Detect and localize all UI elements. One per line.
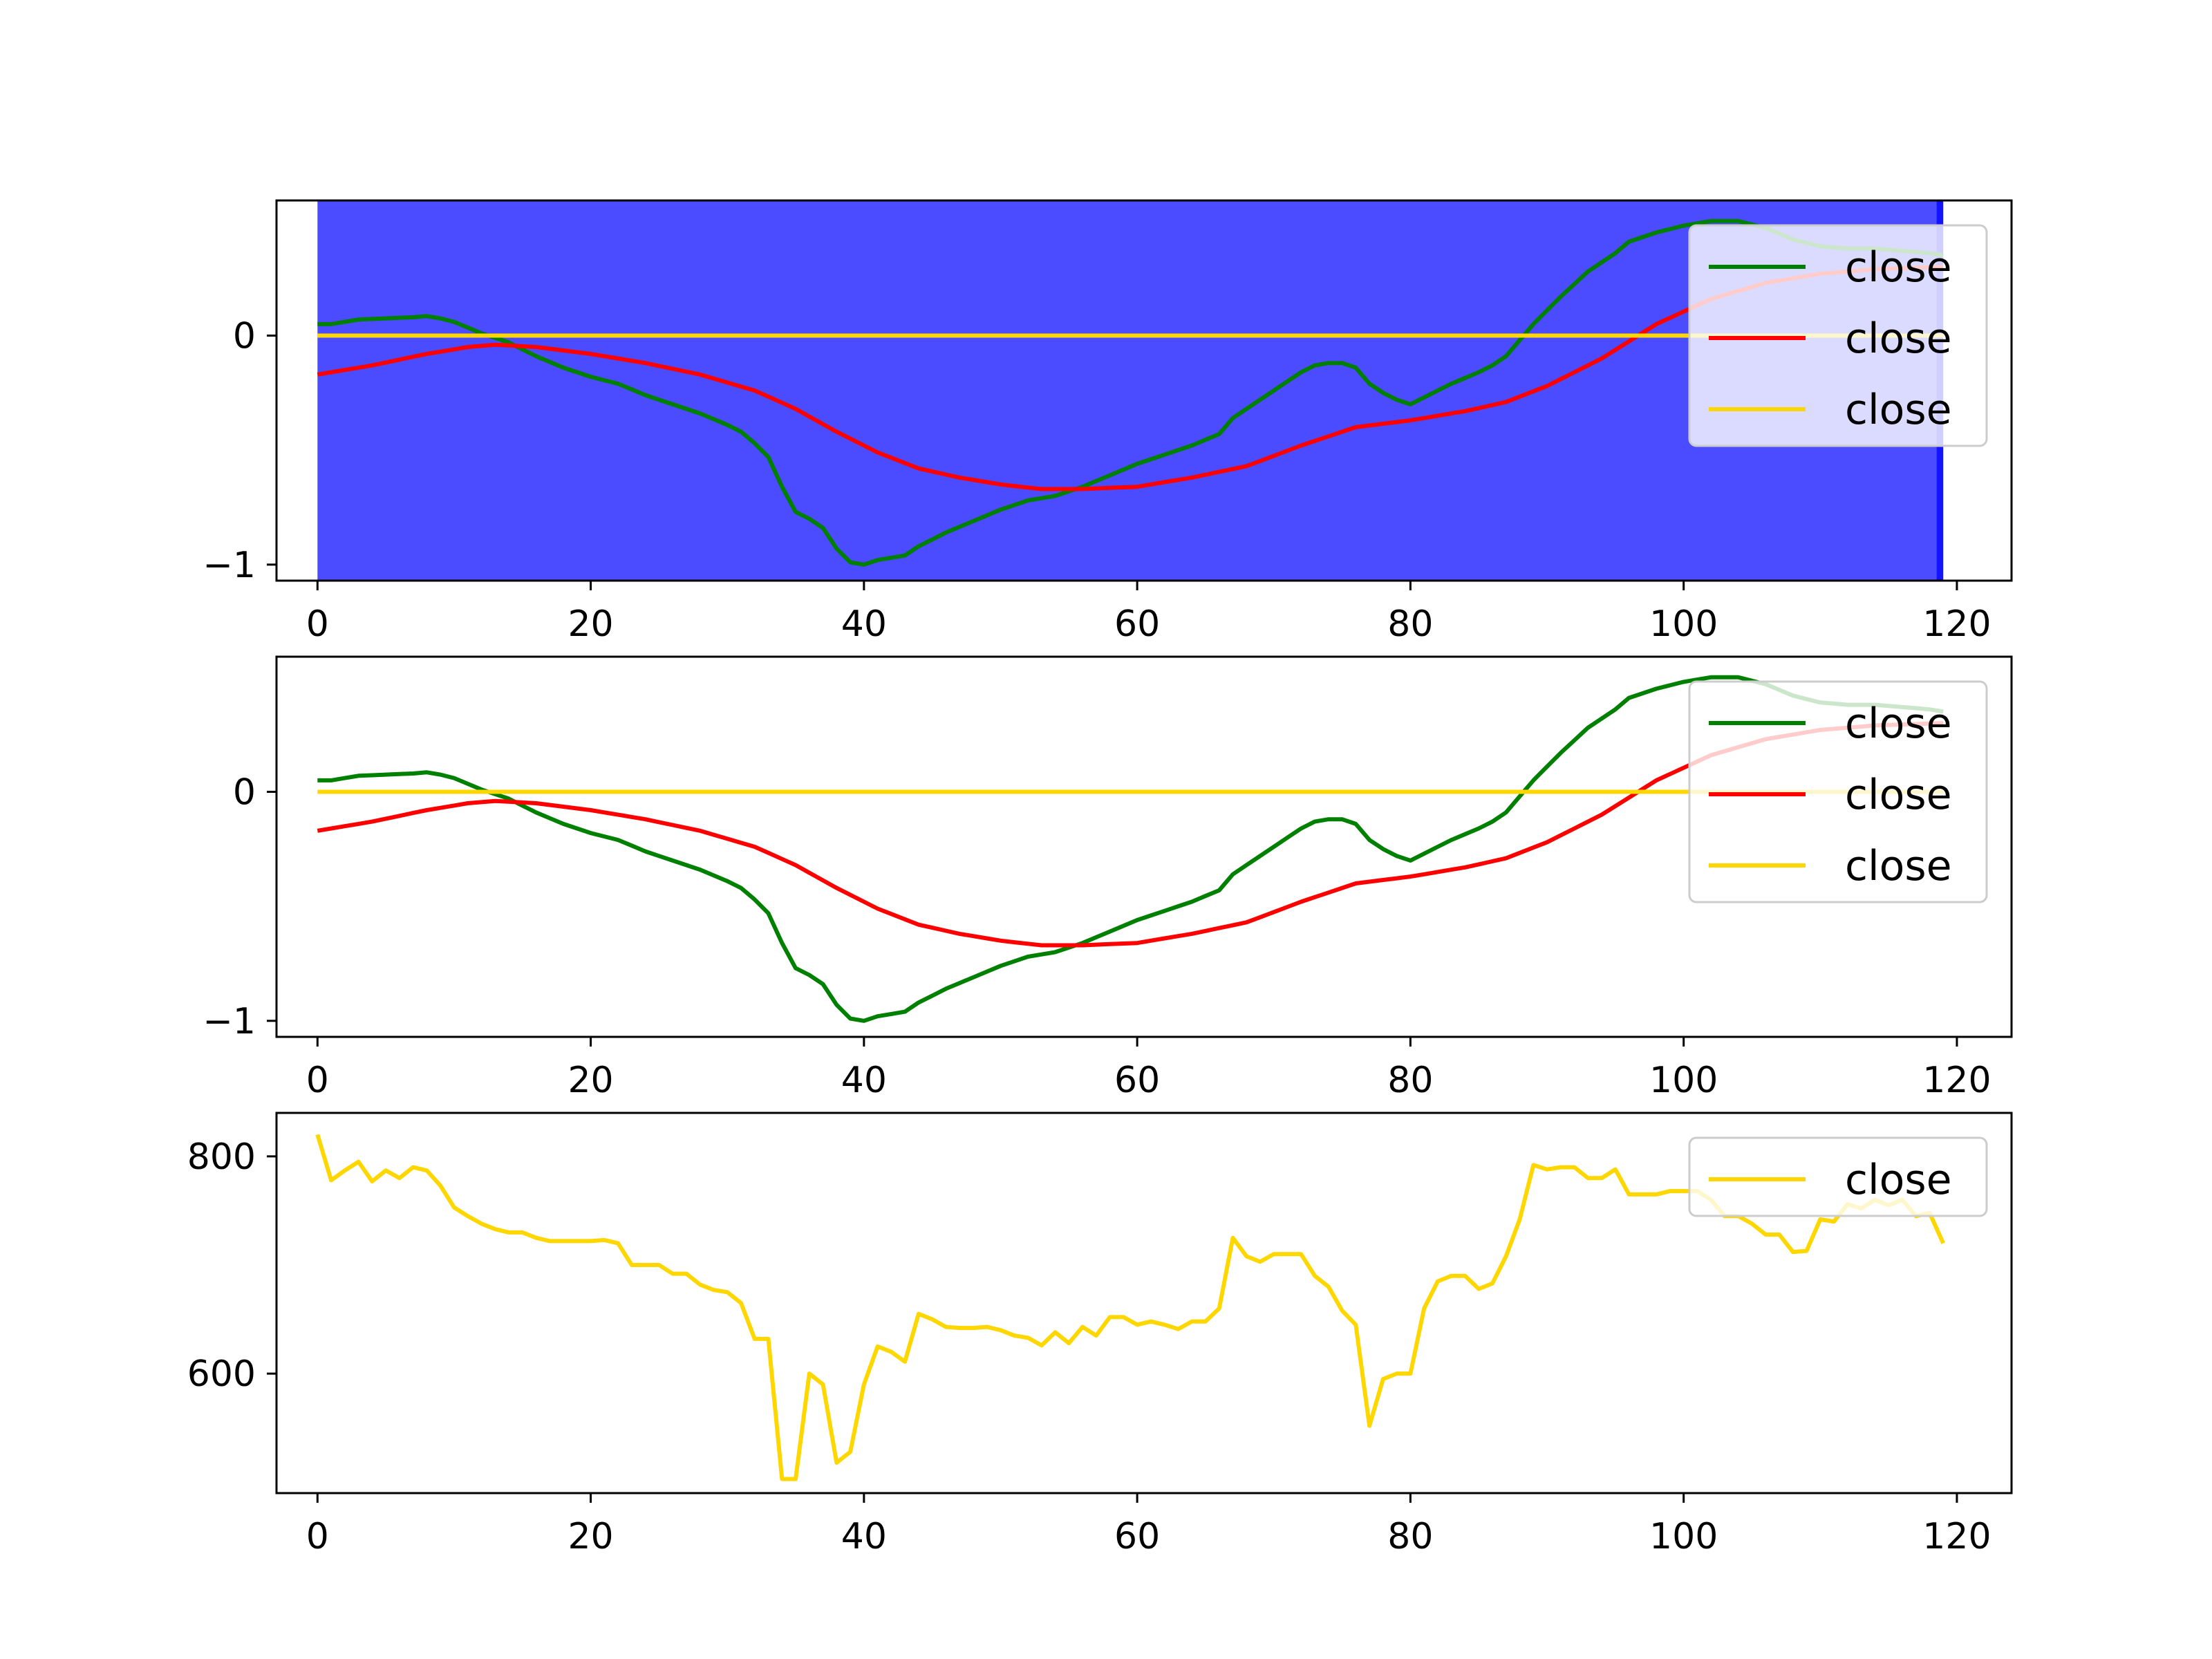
axes-frame <box>275 655 2013 1038</box>
x-tick-label: 100 <box>1649 603 1718 645</box>
plot-area <box>317 200 1944 581</box>
y-tick-label: −1 <box>203 1001 256 1042</box>
legend-label: close <box>1845 243 1952 292</box>
legend-box <box>1688 224 1988 447</box>
series-line-green <box>317 218 1944 567</box>
legend-label: close <box>1845 315 1952 363</box>
y-tick-label: −1 <box>203 545 256 586</box>
legend: close close close <box>1688 224 1988 447</box>
series-line-green <box>317 675 1944 1023</box>
legend-label: close <box>1845 386 1952 434</box>
series-line-red <box>317 721 1944 948</box>
x-tick-label: 60 <box>1114 1060 1160 1101</box>
x-tick-label: 20 <box>568 603 613 645</box>
shaded-span <box>317 200 1937 581</box>
x-tick-label: 0 <box>306 1060 329 1101</box>
x-tick-label: 20 <box>568 1516 613 1557</box>
series-line-red <box>317 265 1944 491</box>
x-tick-label: 40 <box>841 1060 887 1101</box>
x-tick-label: 80 <box>1387 1516 1433 1557</box>
axes-frame <box>275 1112 2013 1494</box>
legend-label: close <box>1845 1156 1952 1204</box>
legend: close <box>1688 1136 1988 1217</box>
legend-box <box>1688 680 1988 903</box>
legend-box <box>1688 1136 1988 1217</box>
x-tick-label: 0 <box>306 603 329 645</box>
x-tick-label: 20 <box>568 1060 613 1101</box>
x-tick-label: 40 <box>841 603 887 645</box>
y-tick-label: 600 <box>187 1353 256 1395</box>
x-tick-label: 100 <box>1649 1060 1718 1101</box>
axes-frame <box>275 199 2013 582</box>
panel-middle: 0 20 40 60 80 100 120 0 −1 close close close <box>203 655 2013 1101</box>
y-tick-label: 800 <box>187 1136 256 1178</box>
x-tick-label: 80 <box>1387 603 1433 645</box>
x-tick-label: 40 <box>841 1516 887 1557</box>
x-tick-label: 120 <box>1922 1060 1991 1101</box>
x-tick-label: 60 <box>1114 1516 1160 1557</box>
legend-label: close <box>1845 842 1952 890</box>
panel-bottom: 0 20 40 60 80 100 120 800 600 close <box>187 1112 2013 1557</box>
x-tick-label: 120 <box>1922 603 1991 645</box>
x-tick-label: 0 <box>306 1516 329 1557</box>
x-tick-label: 80 <box>1387 1060 1433 1101</box>
plot-area <box>315 1134 1945 1481</box>
legend-label: close <box>1845 771 1952 819</box>
x-tick-label: 120 <box>1922 1516 1991 1557</box>
legend: close close close <box>1688 680 1988 903</box>
y-tick-label: 0 <box>233 315 256 357</box>
plot-area <box>317 675 1944 1023</box>
legend-label: close <box>1845 700 1952 748</box>
x-tick-label: 60 <box>1114 603 1160 645</box>
x-tick-label: 100 <box>1649 1516 1718 1557</box>
series-line-price <box>315 1134 1945 1481</box>
y-tick-label: 0 <box>233 771 256 813</box>
panel-top: 0 20 40 60 80 100 120 0 −1 close close close <box>203 199 2013 645</box>
